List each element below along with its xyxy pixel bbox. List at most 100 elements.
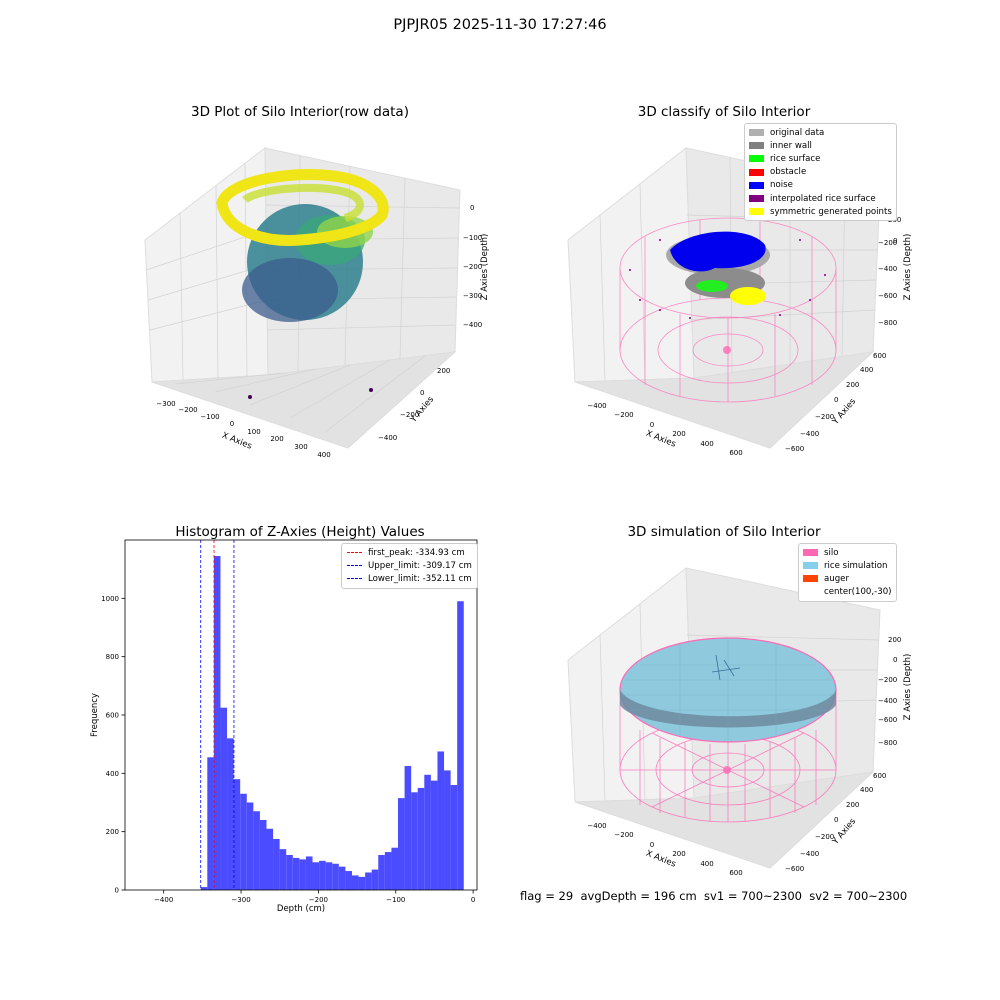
panel4-ytick: 600 <box>873 772 886 780</box>
histogram-bar <box>411 792 418 890</box>
histogram-y-tick-label: 200 <box>106 828 119 836</box>
panel2-xtick: 400 <box>700 440 713 448</box>
legend-swatch <box>803 575 818 583</box>
histogram-y-tick-label: 400 <box>106 770 119 778</box>
panel2-ytick: 600 <box>873 352 886 360</box>
histogram-bar <box>246 802 254 890</box>
panel1-xtick: 300 <box>294 443 307 451</box>
panel2-ytick: −200 <box>815 413 834 421</box>
histogram-y-tick-label: 0 <box>115 887 119 895</box>
histogram-bar <box>233 779 241 890</box>
legend-label: first_peak: -334.93 cm <box>368 547 465 558</box>
legend-entry: interpolated rice surface <box>749 192 892 205</box>
panel1-ytick: −200 <box>400 411 419 419</box>
legend-swatch <box>749 195 764 203</box>
panel4-ztick: −400 <box>878 697 897 705</box>
panel1-xtick: 100 <box>247 428 260 436</box>
histogram-bar <box>384 852 392 890</box>
panel2-point-cloud <box>629 231 826 319</box>
legend-entry: inner wall <box>749 139 892 152</box>
histogram-bars <box>200 556 464 890</box>
panel1-xtick: 200 <box>270 435 283 443</box>
histogram-bar <box>424 774 431 890</box>
panel2-ztick: −800 <box>878 319 897 327</box>
panel1-xtick: 0 <box>230 420 234 428</box>
panel4-legend: silo rice simulation auger center(100,-3… <box>798 543 897 602</box>
panel4-ytick: −200 <box>815 833 834 841</box>
histogram-bar <box>437 751 445 890</box>
histogram-y-tick-label: 600 <box>106 712 119 720</box>
histogram-y-ticks: 0 200 400 600 800 1000 <box>101 595 125 895</box>
panel1-ztick: −300 <box>463 292 482 300</box>
panel4-ztick: 200 <box>888 636 901 644</box>
panel1-ztick: 0 <box>470 204 474 212</box>
legend-entry: silo <box>803 546 892 559</box>
panel1-title: 3D Plot of Silo Interior(row data) <box>191 104 409 120</box>
legend-swatch <box>749 142 764 150</box>
legend-label: silo <box>824 547 839 558</box>
panel4-xtick: −400 <box>587 822 606 830</box>
legend-label: rice surface <box>770 153 821 164</box>
histogram-bar <box>404 766 412 890</box>
panel2-ztick: 0 <box>893 237 897 245</box>
histogram-y-tick-label: 1000 <box>101 595 119 603</box>
histogram-bar <box>345 871 352 890</box>
histogram-bar <box>220 707 228 890</box>
histogram-bar <box>299 859 306 890</box>
panel2-legend: original data inner wall rice surface ob… <box>744 123 897 222</box>
legend-entry: Upper_limit: -309.17 cm <box>347 559 472 572</box>
panel1-3d-axes: −300 −200 −100 0 100 200 300 400 −400 −2… <box>144 146 490 459</box>
legend-entry: symmetric generated points <box>749 205 892 218</box>
histogram-bar <box>325 862 333 890</box>
histogram-bar <box>378 855 385 890</box>
figure-title: PJPJR05 2025-11-30 17:27:46 <box>393 17 607 33</box>
legend-swatch <box>749 129 764 137</box>
panel2-ztick: −200 <box>878 239 897 247</box>
panel4-xtick: −200 <box>614 831 633 839</box>
legend-label: inner wall <box>770 140 812 151</box>
legend-entry: first_peak: -334.93 cm <box>347 546 472 559</box>
panel2-ytick: 400 <box>860 366 873 374</box>
histogram-ylabel: Frequency <box>90 693 100 737</box>
panel4-ytick: 200 <box>846 801 859 809</box>
legend-swatch <box>803 549 818 557</box>
panel2-xtick: −400 <box>587 402 606 410</box>
legend-line <box>347 552 362 554</box>
histogram-bar <box>286 855 293 890</box>
legend-entry: center(100,-30) <box>803 586 892 599</box>
histogram-bar <box>450 785 458 890</box>
panel1-ztick: −200 <box>463 263 482 271</box>
legend-label: obstacle <box>770 167 807 178</box>
histogram-x-tick-label: −300 <box>231 896 250 904</box>
histogram-legend: first_peak: -334.93 cm Upper_limit: -309… <box>341 543 478 589</box>
panel2-title: 3D classify of Silo Interior <box>637 104 811 120</box>
legend-entry: obstacle <box>749 166 892 179</box>
panel4-title: 3D simulation of Silo Interior <box>627 524 821 540</box>
histogram-bar <box>391 847 399 890</box>
legend-label: noise <box>770 180 793 191</box>
legend-entry: original data <box>749 126 892 139</box>
histogram-x-ticks: −400 −300 −200 −100 0 <box>154 890 475 904</box>
panel1-xtick: −300 <box>156 400 175 408</box>
histogram-bar <box>273 838 280 890</box>
panel1-ztick: −400 <box>463 321 482 329</box>
panel2-xtick: −200 <box>614 411 633 419</box>
histogram-xlabel: Depth (cm) <box>277 904 325 914</box>
panel4-xtick: 400 <box>700 860 713 868</box>
histogram-bar <box>207 757 214 890</box>
histogram-bar <box>351 875 359 890</box>
panel2-xtick: 0 <box>650 421 654 429</box>
panel4-ytick: −600 <box>785 865 804 873</box>
panel4-ytick: 0 <box>834 816 838 824</box>
panel4-ztick: −800 <box>878 739 897 747</box>
panel2-ytick: 0 <box>834 396 838 404</box>
panel4-ztick: −600 <box>878 716 897 724</box>
panel4-xtick: 200 <box>672 850 685 858</box>
panel1-point-cloud <box>216 168 389 399</box>
histogram-x-tick-label: −100 <box>386 896 405 904</box>
legend-entry: rice surface <box>749 152 892 165</box>
legend-entry: noise <box>749 179 892 192</box>
panel2-ytick: −400 <box>800 430 819 438</box>
histogram-bar <box>457 601 464 890</box>
panel1-ytick: 200 <box>437 367 450 375</box>
